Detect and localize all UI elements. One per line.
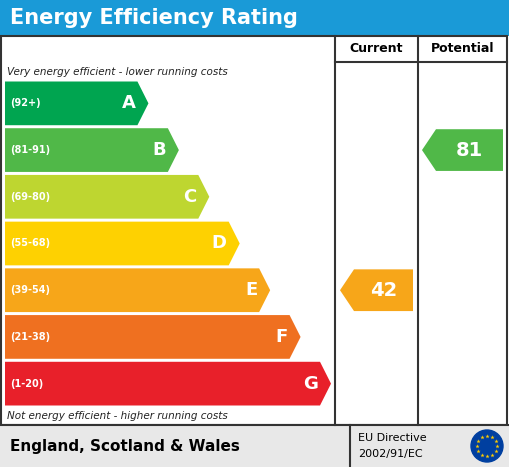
Text: (69-80): (69-80) bbox=[10, 192, 50, 202]
Text: B: B bbox=[152, 141, 166, 159]
Polygon shape bbox=[5, 269, 270, 312]
Text: EU Directive: EU Directive bbox=[358, 433, 427, 444]
Polygon shape bbox=[5, 82, 149, 125]
Text: 42: 42 bbox=[370, 281, 397, 300]
Text: Not energy efficient - higher running costs: Not energy efficient - higher running co… bbox=[7, 411, 228, 421]
Text: Energy Efficiency Rating: Energy Efficiency Rating bbox=[10, 8, 298, 28]
Text: Current: Current bbox=[350, 42, 403, 56]
Text: E: E bbox=[245, 281, 257, 299]
Text: (92+): (92+) bbox=[10, 99, 41, 108]
Text: F: F bbox=[275, 328, 288, 346]
Polygon shape bbox=[5, 315, 301, 359]
Text: Potential: Potential bbox=[431, 42, 494, 56]
Text: 2002/91/EC: 2002/91/EC bbox=[358, 449, 422, 459]
Bar bbox=[0, 425, 509, 467]
Polygon shape bbox=[5, 128, 179, 172]
Text: (1-20): (1-20) bbox=[10, 379, 43, 389]
Polygon shape bbox=[5, 362, 331, 405]
Text: A: A bbox=[122, 94, 135, 113]
Polygon shape bbox=[5, 175, 209, 219]
Text: Very energy efficient - lower running costs: Very energy efficient - lower running co… bbox=[7, 67, 228, 77]
Text: C: C bbox=[183, 188, 196, 206]
Text: D: D bbox=[212, 234, 227, 253]
Text: G: G bbox=[303, 375, 318, 393]
Polygon shape bbox=[5, 222, 240, 265]
Polygon shape bbox=[422, 129, 503, 171]
Text: 81: 81 bbox=[456, 141, 483, 160]
Text: (55-68): (55-68) bbox=[10, 239, 50, 248]
Text: England, Scotland & Wales: England, Scotland & Wales bbox=[10, 439, 240, 453]
Bar bbox=[0, 0, 509, 36]
Circle shape bbox=[471, 430, 503, 462]
Text: (21-38): (21-38) bbox=[10, 332, 50, 342]
Text: (39-54): (39-54) bbox=[10, 285, 50, 295]
Text: (81-91): (81-91) bbox=[10, 145, 50, 155]
Bar bbox=[1, 36, 507, 425]
Polygon shape bbox=[340, 269, 413, 311]
